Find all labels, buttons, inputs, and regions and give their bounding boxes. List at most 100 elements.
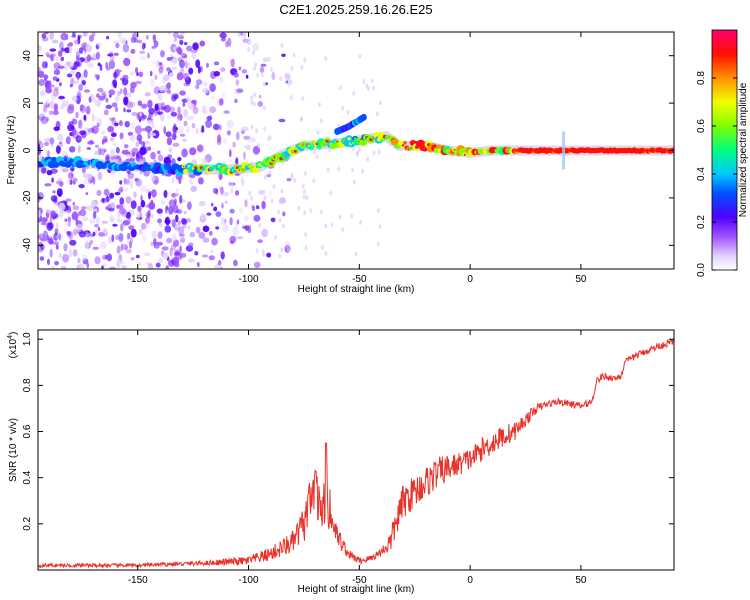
spectrogram-noise-speck — [112, 143, 118, 147]
spectrogram-noise-speck — [215, 226, 220, 230]
spectrogram-noise-speck — [159, 63, 164, 70]
spectrogram-noise-speck — [60, 265, 67, 269]
spectrogram-noise-speck — [196, 262, 200, 268]
snr-multiplier: (x104) — [7, 332, 19, 359]
spectrogram-noise-speck — [108, 237, 113, 244]
spectrogram-noise-speck — [49, 32, 54, 40]
spectrogram-noise-speck — [152, 60, 156, 65]
spectrogram-noise-speck — [144, 252, 151, 256]
spectrogram-noise-speck — [82, 258, 89, 265]
spectrogram-noise-speck — [354, 251, 358, 257]
spectrogram-noise-speck — [97, 147, 102, 156]
spectrogram-noise-speck — [243, 32, 247, 39]
spectrogram-noise-speck — [203, 81, 208, 87]
spectrogram-noise-speck — [195, 59, 201, 68]
spectrogram-noise-speck — [261, 200, 266, 210]
spectrogram-noise-speck — [163, 74, 170, 82]
spectrogram-noise-speck — [50, 53, 54, 62]
spectrogram-noise-speck — [125, 211, 131, 220]
spectrogram-noise-speck — [179, 252, 187, 258]
spectrogram-noise-speck — [341, 105, 344, 111]
spectrogram-noise-speck — [187, 201, 192, 210]
spectrogram-noise-speck — [250, 95, 254, 101]
spectrogram-noise-speck — [137, 205, 142, 213]
spectrogram-noise-speck — [109, 192, 115, 199]
spectrogram-noise-speck — [202, 237, 210, 243]
spectrogram-noise-speck — [170, 111, 178, 117]
spectrogram-noise-speck — [51, 241, 60, 245]
spectrogram-noise-speck — [229, 208, 235, 214]
spectrogram-noise-speck — [129, 240, 132, 249]
spectrogram-noise-speck — [141, 127, 147, 132]
spectrogram-noise-speck — [57, 177, 63, 182]
spectrogram-noise-speck — [61, 168, 69, 173]
spectrogram-noise-speck — [179, 39, 184, 46]
spectrogram-xtick-label: -150 — [128, 274, 148, 285]
spectrogram-noise-speck — [270, 66, 273, 72]
spectrogram-noise-speck — [171, 133, 177, 140]
spectrogram-noise-speck — [67, 173, 72, 181]
spectrogram-noise-speck — [163, 126, 166, 135]
spectrogram-noise-speck — [135, 254, 140, 259]
spectrogram-noise-speck — [194, 251, 199, 256]
spectrogram-noise-speck — [145, 125, 152, 133]
spectrogram-noise-speck — [179, 90, 186, 96]
spectrogram-noise-speck — [287, 248, 291, 254]
spectrogram-ridge-blob — [51, 156, 57, 163]
spectrogram-noise-speck — [178, 220, 181, 226]
spectrogram-noise-speck — [77, 136, 82, 141]
snr-multiplier-base: (x10 — [8, 338, 19, 358]
spectrogram-noise-speck — [68, 121, 74, 126]
spectrogram-noise-speck — [151, 172, 156, 182]
snr-xlabel: Height of straight line (km) — [298, 584, 415, 595]
spectrogram-noise-speck — [198, 232, 206, 239]
spectrogram-noise-speck — [224, 200, 228, 204]
spectrogram-noise-speck — [56, 188, 63, 197]
spectrogram-noise-speck — [370, 78, 374, 84]
spectrogram-noise-speck — [58, 143, 64, 148]
spectrogram-noise-speck — [48, 222, 54, 230]
spectrogram-noise-speck — [49, 100, 55, 110]
spectrogram-noise-speck — [229, 149, 232, 158]
spectrogram-noise-speck — [76, 56, 79, 60]
spectrogram-noise-speck — [155, 262, 161, 268]
spectrogram-noise-speck — [81, 80, 86, 85]
spectrogram-noise-speck — [241, 69, 248, 74]
spectrogram-noise-speck — [61, 150, 68, 158]
spectrogram-noise-speck — [378, 223, 382, 229]
spectrogram-noise-speck — [223, 110, 230, 114]
spectrogram-noise-speck — [242, 151, 246, 160]
spectrogram-noise-speck — [116, 205, 120, 210]
spectrogram-noise-speck — [135, 67, 138, 74]
spectrogram-noise-speck — [149, 70, 153, 77]
snr-ytick-label: 0.6 — [22, 424, 33, 438]
colorbar-tick-label: 0.2 — [696, 215, 707, 229]
spectrogram-ridge-blob — [377, 131, 385, 139]
spectrogram-noise-speck — [119, 197, 125, 205]
spectrogram-noise-speck — [257, 239, 263, 244]
spectrogram-noise-speck — [130, 200, 137, 210]
spectrogram-noise-speck — [188, 242, 194, 247]
spectrogram-noise-speck — [167, 115, 171, 120]
snr-series-line — [38, 339, 674, 569]
spectrogram-noise-speck — [253, 92, 257, 98]
spectrogram-noise-speck — [83, 89, 91, 93]
spectrogram-noise-speck — [123, 87, 128, 96]
spectrogram-noise-speck — [50, 93, 57, 101]
spectrogram-noise-speck — [38, 113, 46, 117]
spectrogram-noise-speck — [174, 198, 177, 206]
spectrogram-noise-speck — [278, 253, 282, 259]
spectrogram-noise-speck — [52, 76, 58, 81]
spectrogram-noise-speck — [140, 185, 146, 192]
spectrogram-noise-speck — [76, 72, 80, 81]
spectrogram-noise-speck — [94, 223, 99, 228]
spectrogram-noise-speck — [64, 62, 69, 71]
spectrogram-noise-speck — [209, 106, 217, 114]
spectrogram-noise-speck — [96, 189, 102, 197]
spectrogram-noise-speck — [86, 54, 92, 62]
spectrogram-noise-speck — [229, 240, 235, 245]
spectrogram-noise-speck — [361, 168, 365, 174]
spectrogram-noise-speck — [145, 216, 150, 224]
spectrogram-noise-speck — [142, 234, 146, 242]
spectrogram-noise-speck — [53, 69, 61, 76]
